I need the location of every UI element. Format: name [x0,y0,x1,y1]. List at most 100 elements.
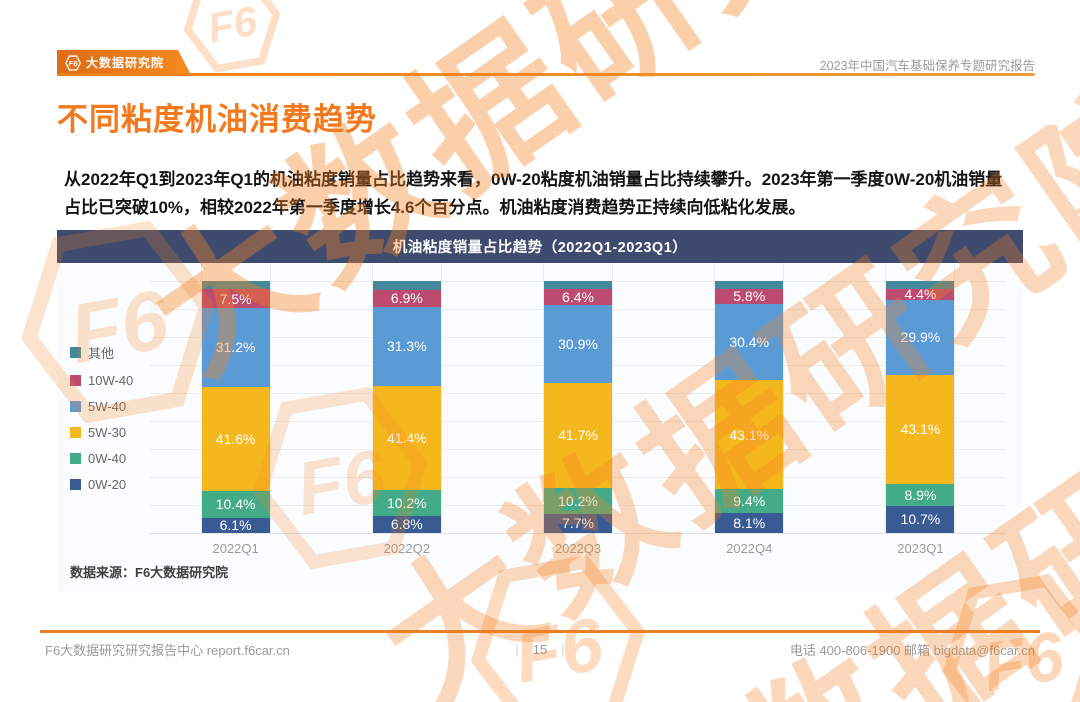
legend-swatch [70,427,81,438]
bar-segment-10W-40: 6.9% [372,289,441,307]
svg-text:F6: F6 [204,0,261,51]
bar-segment-label: 41.4% [386,429,427,446]
footer-page-number: 15 [532,642,548,657]
bar-segment-5W-40: 31.3% [372,306,441,386]
bar-segment-label: 10.2% [558,492,598,509]
bar-segment-10W-40: 4.4% [886,286,955,303]
legend-swatch [70,375,81,386]
bar-segment-10W-40: 7.5% [201,289,270,308]
x-axis-label: 2022Q3 [554,541,602,556]
bar-segment-label: 30.9% [558,335,598,352]
bar-segment-label: 6.9% [390,290,423,307]
bar-track: 6.4% 30.9% 41.7% 10.2% 7.7% [543,263,613,533]
bar-cell: 4.4% 29.9% 43.1% 8.9% 10.7% [835,263,1006,533]
bar-segment-label: 43.1% [900,421,941,438]
legend-label: 5W-30 [88,425,127,440]
legend-swatch [70,347,81,358]
footer-page-indicator: | 15 | [501,642,578,657]
bar-segment-label: 8.1% [733,514,766,531]
bar-segment-其他 [886,281,955,289]
bar-segment-label: 6.8% [390,516,423,533]
bar-segment-5W-30: 41.6% [201,386,270,492]
logo-text: 大数据研究院 [86,56,165,70]
bar-segment-10W-40: 6.4% [544,288,612,305]
bar-segment-5W-30: 41.7% [544,382,612,488]
legend-item: 0W-20 [70,477,133,492]
legend-item: 5W-30 [70,425,133,440]
bar-segment-label: 30.4% [729,333,770,350]
bar-segment-0W-40: 9.4% [715,488,784,513]
legend-swatch [70,453,81,464]
bar-segment-label: 41.7% [558,427,598,444]
plot-area: 7.5% 31.2% 41.6% 10.4% 6.1% 6.9% 31.3% 41.4% 10.… [150,263,1006,534]
bar-track: 6.9% 31.3% 41.4% 10.2% 6.8% [371,263,442,533]
bar-segment-0W-20: 8.1% [715,512,784,533]
chart-title-bar: 机油粘度销量占比趋势（2022Q1-2023Q1） [57,230,1023,263]
bar-segment-label: 4.4% [904,286,937,303]
legend-item: 10W-40 [70,373,133,388]
bar-segment-其他 [372,281,441,290]
header-logo: F6 大数据研究院 [57,50,191,75]
x-axis-label: 2022Q2 [383,541,430,556]
legend-swatch [70,479,81,490]
bar-segment-label: 10.7% [900,511,941,528]
bar-segment-5W-30: 43.1% [715,380,784,489]
bar-segment-0W-40: 10.4% [201,491,270,518]
bar-segment-label: 7.7% [562,515,594,532]
legend-label: 10W-40 [88,373,134,388]
bar-segment-0W-20: 7.7% [544,513,612,533]
footer-left-text: F6大数据研究研究报告中心 report.f6car.cn [45,643,290,658]
x-axis-labels: 2022Q1 2022Q2 2022Q3 2022Q4 2023Q1 [150,541,1006,556]
bar-segment-10W-40: 5.8% [715,289,784,304]
legend-label: 5W-40 [88,399,127,414]
bar-segment-label: 31.2% [215,339,256,356]
bar-segment-label: 6.1% [219,517,252,534]
bar-segment-0W-40: 10.2% [372,490,441,516]
bar-segment-label: 10.2% [386,494,427,511]
bar-track: 4.4% 29.9% 43.1% 8.9% 10.7% [885,263,956,533]
chart-panel: 机油粘度销量占比趋势（2022Q1-2023Q1） 其他 10W-40 5W-40 5… [57,230,1023,592]
footer-rule [40,630,1040,633]
bar-cell: 6.9% 31.3% 41.4% 10.2% 6.8% [321,263,492,533]
bar-segment-5W-40: 30.4% [715,303,784,381]
intro-paragraph: 从2022年Q1到2023年Q1的机油粘度销量占比趋势来看，0W-20粘度机油销… [64,170,1003,217]
bar-track: 7.5% 31.2% 41.6% 10.4% 6.1% [200,263,271,534]
page-title: 不同粘度机油消费趋势 [57,102,377,137]
bar-segment-其他 [715,281,784,290]
bars-row: 7.5% 31.2% 41.6% 10.4% 6.1% 6.9% 31.3% 41.4% 10.… [150,263,1006,533]
legend-label: 0W-20 [88,477,127,492]
bar-segment-5W-30: 43.1% [886,374,955,484]
svg-text:F6: F6 [68,58,78,67]
bar-segment-0W-40: 8.9% [886,483,955,506]
legend-label: 0W-40 [88,451,127,466]
stacked-bar: 6.9% 31.3% 41.4% 10.2% 6.8% [372,281,441,533]
x-axis-label: 2023Q1 [897,541,944,556]
bar-segment-0W-40: 10.2% [544,487,612,514]
footer-separator-left: | [515,642,519,657]
bar-segment-5W-40: 29.9% [886,299,955,375]
bar-segment-其他 [201,281,270,290]
footer-separator-right: | [561,642,565,657]
footer-right-text: 电话 400-806-1900 邮箱 bigdata@f6car.cn [789,643,1035,658]
bar-segment-0W-20: 10.7% [886,506,955,533]
stacked-bar: 5.8% 30.4% 43.1% 9.4% 8.1% [715,281,784,533]
bar-cell: 6.4% 30.9% 41.7% 10.2% 7.7% [492,263,663,533]
bar-cell: 7.5% 31.2% 41.6% 10.4% 6.1% [150,263,321,533]
bar-segment-其他 [544,281,612,289]
x-axis-label: 2022Q1 [212,541,259,556]
bar-segment-label: 29.9% [900,329,941,346]
bar-cell: 5.8% 30.4% 43.1% 9.4% 8.1% [664,263,835,533]
x-axis-label: 2022Q4 [726,541,773,556]
bar-segment-label: 7.5% [219,290,252,307]
bar-track: 5.8% 30.4% 43.1% 9.4% 8.1% [714,263,785,533]
bar-segment-label: 8.9% [904,486,937,503]
bar-segment-label: 43.1% [729,426,770,443]
bar-segment-5W-40: 31.2% [201,307,270,387]
f6-hexagon-icon: F6 [65,55,81,71]
legend-swatch [70,401,81,412]
bar-segment-label: 10.4% [215,496,256,513]
legend-item: 0W-40 [70,451,133,466]
chart-title: 机油粘度销量占比趋势（2022Q1-2023Q1） [392,240,688,256]
bar-segment-label: 6.4% [562,288,594,305]
